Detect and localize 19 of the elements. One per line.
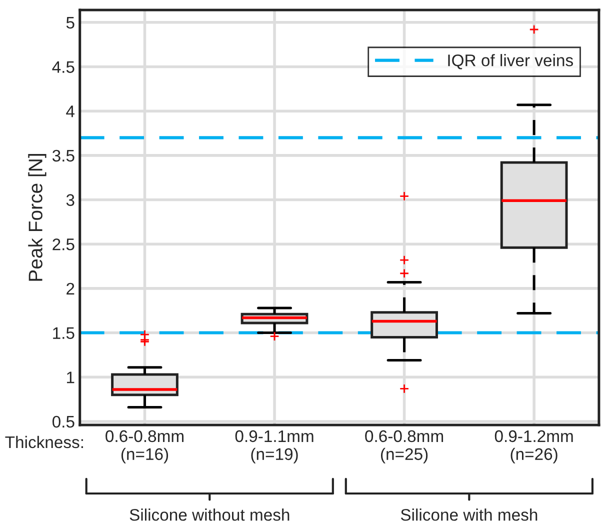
- y-tick-label: 4.5: [52, 61, 74, 73]
- y-tick-label: 2.5: [52, 238, 74, 250]
- text: Thickness:: [5, 436, 83, 448]
- y-tick-label: 5: [66, 16, 74, 29]
- y-tick-label: 0.5: [52, 416, 74, 428]
- text: Silicone with mesh: [400, 508, 538, 521]
- y-axis-title: Peak Force [N]: [28, 154, 46, 281]
- text: Silicone without mesh: [130, 508, 290, 521]
- x-tick-label: 0.6-0.8mm (n=16): [106, 430, 184, 464]
- y-tick-label: 1.5: [53, 327, 74, 339]
- legend-label: IQR of liver veins: [448, 54, 573, 70]
- y-tick-label: 4: [66, 106, 75, 118]
- x-tick-label: 0.6-0.8mm (n=25): [365, 430, 444, 464]
- y-tick-label: 3: [66, 194, 74, 206]
- x-tick-label: 0.9-1.1mm (n=19): [235, 430, 314, 464]
- y-tick-label: 1: [67, 372, 74, 384]
- y-tick-label: 2: [66, 282, 74, 294]
- x-tick-label: 0.9-1.2mm (n=26): [494, 430, 573, 464]
- y-tick-label: 3.5: [52, 150, 74, 162]
